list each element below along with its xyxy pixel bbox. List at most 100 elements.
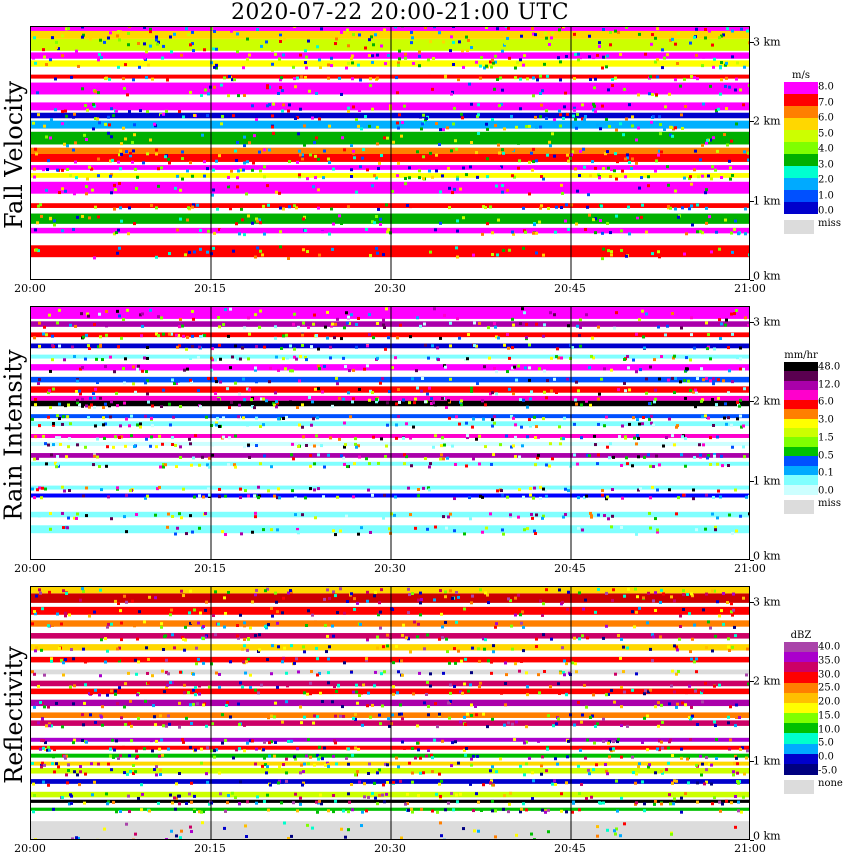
heatmap-cell xyxy=(470,714,473,718)
heatmap-cell xyxy=(87,314,90,318)
heatmap-cell xyxy=(94,117,97,121)
heatmap-cell xyxy=(56,414,59,418)
heatmap-cell xyxy=(485,27,488,30)
heatmap-cell xyxy=(520,807,523,811)
heatmap-cell xyxy=(594,231,597,235)
heatmap-cell xyxy=(453,647,456,651)
heatmap-cell xyxy=(298,379,301,383)
heatmap-cell xyxy=(106,649,109,653)
heatmap-cell xyxy=(592,108,595,112)
heatmap-cell xyxy=(573,77,576,81)
heatmap-cell xyxy=(661,746,664,750)
heatmap-cell xyxy=(446,126,449,130)
heatmap-cell xyxy=(224,809,227,813)
heatmap-cell xyxy=(739,747,742,751)
heatmap-cell xyxy=(351,54,354,58)
heatmap-cell xyxy=(440,834,443,838)
heatmap-cell xyxy=(453,684,456,688)
heatmap-cell xyxy=(151,77,154,81)
heatmap-cell xyxy=(491,717,494,721)
heatmap-cell xyxy=(606,828,609,832)
heatmap-cell xyxy=(591,336,594,340)
heatmap-cell xyxy=(446,650,449,654)
heatmap-cell xyxy=(317,364,320,368)
heatmap-cell xyxy=(98,121,101,125)
heatmap-cell xyxy=(373,684,376,688)
heatmap-cell xyxy=(239,613,242,617)
heatmap-cell xyxy=(667,378,670,382)
heatmap-cell xyxy=(672,127,675,131)
heatmap-cell xyxy=(237,415,240,419)
heatmap-cell xyxy=(536,78,539,82)
heatmap-cell xyxy=(160,622,163,626)
heatmap-cell xyxy=(708,215,711,219)
heatmap-cell xyxy=(654,799,657,803)
heatmap-cell xyxy=(278,765,281,769)
heatmap-cell xyxy=(373,594,376,598)
heatmap-cell xyxy=(381,793,384,797)
heatmap-cell xyxy=(391,189,394,193)
heatmap-cell xyxy=(408,166,411,170)
heatmap-cell xyxy=(508,248,511,252)
colorbar-swatch xyxy=(784,418,818,429)
heatmap-cell xyxy=(706,456,709,460)
heatmap-cell xyxy=(82,494,85,498)
heatmap-cell xyxy=(453,187,456,191)
heatmap-cell xyxy=(54,461,57,465)
heatmap-cell xyxy=(162,648,165,652)
heatmap-cell xyxy=(287,739,290,743)
heatmap-cell xyxy=(266,184,269,188)
heatmap-cell xyxy=(588,454,591,458)
heatmap-cell xyxy=(167,747,170,751)
heatmap-cell xyxy=(539,125,542,129)
heatmap-cell xyxy=(558,28,561,32)
heatmap-cell xyxy=(451,191,454,195)
heatmap-cell xyxy=(668,417,671,421)
heatmap-cell xyxy=(120,621,123,625)
heatmap-cell xyxy=(731,531,734,535)
heatmap-cell xyxy=(446,456,449,460)
heatmap-cell xyxy=(612,747,615,751)
heatmap-cell xyxy=(262,423,265,427)
heatmap-cell xyxy=(495,770,498,774)
heatmap-cell xyxy=(134,832,137,836)
heatmap-cell xyxy=(328,161,331,165)
heatmap-cell xyxy=(614,76,617,80)
heatmap-cell xyxy=(369,77,372,81)
colorbar-swatch xyxy=(784,652,818,664)
heatmap-cell xyxy=(281,660,284,664)
heatmap-cell xyxy=(626,462,629,466)
heatmap-cell xyxy=(656,121,659,125)
heatmap-cell xyxy=(624,175,627,179)
heatmap-cell xyxy=(721,464,724,468)
heatmap-cell xyxy=(542,253,545,257)
heatmap-cell xyxy=(382,645,385,649)
heatmap-cell xyxy=(242,377,245,381)
colorbar-swatch xyxy=(784,154,818,166)
y-tick-mark xyxy=(750,840,754,841)
heatmap-cell xyxy=(257,496,260,500)
heatmap-cell xyxy=(635,772,638,776)
heatmap-cell xyxy=(601,488,604,492)
heatmap-cell xyxy=(259,462,262,466)
heatmap-cell xyxy=(50,724,53,728)
heatmap-cell xyxy=(695,763,698,767)
heatmap-cell xyxy=(163,657,166,661)
heatmap-cell xyxy=(158,747,161,751)
heatmap-cell xyxy=(93,780,96,784)
heatmap-cell xyxy=(52,443,55,447)
heatmap-cell xyxy=(73,738,76,742)
heatmap-cell xyxy=(466,436,469,440)
heatmap-cell xyxy=(347,109,350,113)
heatmap-cell xyxy=(247,494,250,498)
heatmap-cell xyxy=(371,391,374,395)
heatmap-cell xyxy=(658,255,661,259)
heatmap-cell xyxy=(484,206,487,210)
heatmap-cell xyxy=(293,661,296,665)
colorbar-swatch xyxy=(784,390,818,401)
heatmap-cell xyxy=(376,646,379,650)
heatmap-cell xyxy=(441,739,444,743)
heatmap-cell xyxy=(418,50,421,54)
heatmap-cell xyxy=(227,175,230,179)
heatmap-cell xyxy=(202,637,205,641)
